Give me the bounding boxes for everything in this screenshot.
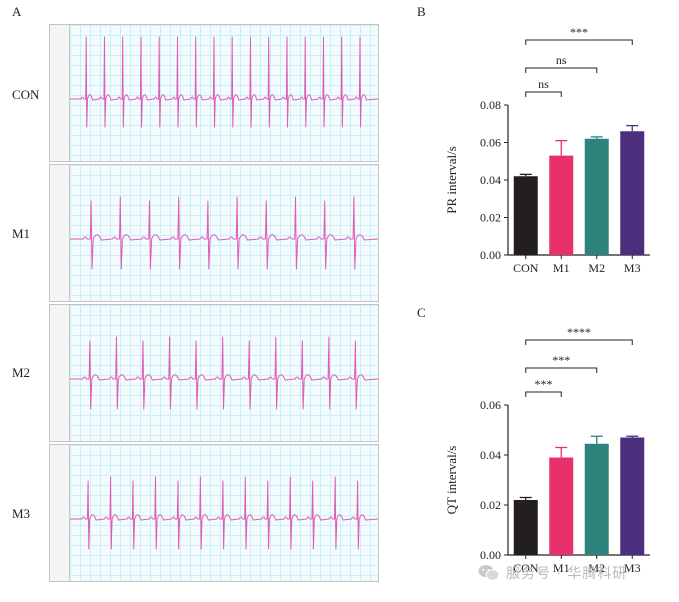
y-tick-label: 0.08: [480, 98, 501, 112]
y-axis-label: QT interval/s: [444, 446, 459, 515]
significance-label: ns: [556, 53, 567, 67]
y-tick-label: 0.02: [480, 498, 501, 512]
significance-bracket: [525, 67, 598, 73]
ecg-strip-m2: [49, 304, 379, 442]
x-tick-label: CON: [513, 261, 539, 275]
watermark: 服务号 · 华腾科研: [478, 563, 627, 583]
bar-m2: [584, 443, 609, 555]
ecg-label-m3: M3: [12, 506, 31, 521]
significance-label: ****: [567, 325, 591, 339]
ecg-strip-con: [49, 24, 379, 162]
bar-m2: [584, 138, 609, 255]
ecg-trace-m3: [70, 476, 378, 550]
ecg-waveform: [70, 476, 378, 550]
significance-label: ***: [570, 25, 588, 39]
ecg-label-m1: M1: [12, 226, 31, 241]
significance-label: ***: [535, 377, 553, 391]
ecg-ruler: [50, 305, 70, 441]
bar-m3: [620, 131, 645, 255]
x-tick-label: M2: [588, 561, 605, 575]
panel-label-a: A: [12, 4, 22, 19]
panel-label-b: B: [417, 4, 426, 19]
y-tick-label: 0.02: [480, 211, 501, 225]
ecg-strip-m1: [49, 164, 379, 302]
y-axis-label: PR interval/s: [444, 146, 459, 214]
significance-bracket: [525, 39, 633, 45]
ecg-ruler: [50, 445, 70, 581]
significance-label: ns: [538, 77, 549, 91]
panel-label-c: C: [417, 305, 426, 320]
bar-con: [513, 500, 538, 555]
watermark-text: 服务号 · 华腾科研: [506, 566, 628, 582]
pr-interval-chart: 0.00 0.02 0.04 0.06 0.08 PR interval/s CON M1 M2…: [444, 25, 650, 275]
x-tick-label: M2: [588, 261, 605, 275]
x-tick-label: M3: [624, 261, 641, 275]
bar-m3: [620, 437, 645, 555]
significance-bracket: [525, 391, 562, 397]
significance-bracket: [525, 367, 598, 373]
bar-m1: [549, 457, 574, 555]
significance-label: ***: [552, 353, 570, 367]
ecg-trace-m2: [70, 336, 378, 410]
ecg-waveform: [70, 336, 378, 410]
ecg-trace-m1: [70, 196, 378, 270]
significance-bracket: [525, 339, 633, 345]
ecg-waveform: [70, 196, 378, 270]
ecg-waveform: [70, 36, 378, 128]
x-tick-label: M3: [624, 561, 641, 575]
bar-m1: [549, 155, 574, 255]
y-tick-label: 0.06: [480, 398, 501, 412]
x-tick-label: M1: [553, 561, 570, 575]
ecg-ruler: [50, 25, 70, 161]
bar-con: [513, 176, 538, 255]
ecg-ruler: [50, 165, 70, 301]
wechat-icon: [478, 565, 500, 581]
ecg-label-con: CON: [12, 87, 40, 102]
y-tick-label: 0.04: [480, 448, 501, 462]
x-tick-label: M1: [553, 261, 570, 275]
significance-bracket: [525, 91, 562, 97]
y-tick-label: 0.00: [480, 248, 501, 262]
ecg-strip-m3: [49, 444, 379, 582]
y-tick-label: 0.04: [480, 173, 501, 187]
y-tick-label: 0.00: [480, 548, 501, 562]
qt-interval-chart: 0.00 0.02 0.04 0.06 QT interval/s CON M1 M2 M3 **…: [444, 325, 650, 575]
ecg-trace-con: [70, 36, 378, 128]
ecg-label-m2: M2: [12, 365, 31, 380]
y-tick-label: 0.06: [480, 136, 501, 150]
x-tick-label: CON: [513, 561, 539, 575]
